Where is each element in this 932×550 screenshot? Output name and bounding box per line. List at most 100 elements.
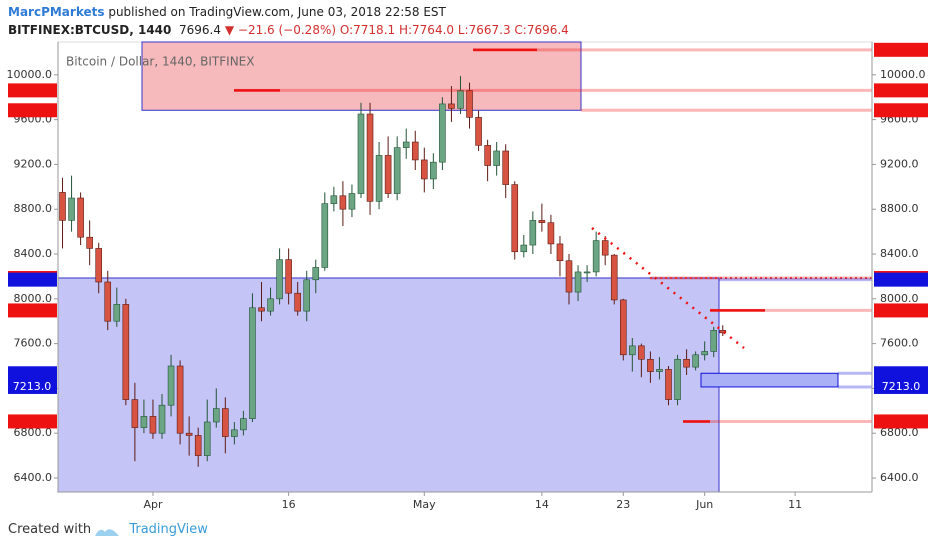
high: H:7764.0 (398, 23, 455, 37)
candle-body (140, 416, 148, 428)
candle-body (619, 299, 627, 356)
candle-body (104, 281, 112, 322)
y-tick-label: 9200.0 (880, 157, 919, 170)
candle-body (222, 408, 229, 437)
candle-body (357, 113, 365, 194)
demand-zone (57, 277, 720, 493)
candle-body (393, 147, 401, 194)
candle-body (122, 304, 130, 400)
candle-body (674, 358, 681, 400)
change: −21.6 (−0.28%) (237, 23, 337, 37)
candle-body (511, 184, 519, 253)
level-label: 7213.0 (13, 380, 52, 393)
candle-body (95, 248, 102, 283)
candle-body (330, 195, 338, 204)
level-label: 7213.0 (882, 380, 921, 393)
candle-body (529, 220, 537, 246)
y-tick-label: 8800.0 (14, 202, 53, 215)
candle-body (421, 159, 428, 180)
candle-body (484, 145, 491, 166)
candle-body (294, 292, 301, 312)
candle-body (149, 416, 157, 434)
candle-body (212, 408, 220, 423)
level-label-box (874, 83, 928, 98)
x-tick-label: 14 (535, 498, 549, 511)
candle-body (647, 358, 654, 372)
quote-line: BITFINEX:BTCUSD, 1440 7696.4 ▼ −21.6 (−0… (8, 21, 569, 39)
level-label-box (8, 272, 57, 287)
publish-line: MarcPMarkets published on TradingView.co… (8, 3, 569, 21)
brand[interactable]: TradingView (129, 522, 208, 537)
x-tick-label: 16 (282, 498, 296, 511)
candle-body (375, 155, 383, 202)
low: L:7667.3 (457, 23, 511, 37)
candle-body (520, 244, 528, 253)
candle-body (610, 254, 618, 301)
axes: 6400.06400.06800.06800.07200.07200.07600… (7, 42, 928, 511)
close: C:7696.4 (514, 23, 569, 37)
candle-body (194, 435, 202, 456)
candle-body (77, 197, 84, 238)
candle-body (131, 399, 139, 428)
y-tick-label: 8400.0 (880, 247, 919, 260)
candle-body (457, 90, 464, 109)
candle-body (176, 365, 184, 434)
candle-body (710, 330, 718, 352)
price: 7696.4 (179, 23, 222, 37)
level-label-box (8, 379, 57, 394)
candle-body (113, 304, 121, 322)
candle-body (538, 220, 546, 223)
brand-logo (95, 529, 119, 536)
published: published on TradingView.com, June 03, 2… (108, 5, 446, 19)
level-label-box (874, 366, 928, 381)
candle-body (411, 141, 419, 161)
y-tick-label: 6800.0 (880, 426, 919, 439)
target-zone (700, 372, 839, 388)
level-label-box (874, 303, 928, 318)
candle-body (86, 236, 93, 249)
x-tick-label: 11 (788, 498, 802, 511)
candle-body (656, 369, 663, 372)
candle-body (448, 103, 455, 109)
y-tick-label: 7600.0 (880, 337, 919, 350)
y-tick-label: 8800.0 (880, 202, 919, 215)
header: MarcPMarkets published on TradingView.co… (8, 3, 569, 39)
candle-body (267, 298, 274, 312)
candle-body (240, 418, 247, 431)
candle-body (502, 150, 509, 185)
y-tick-label: 6800.0 (14, 426, 53, 439)
level-label-box (8, 303, 57, 318)
candle-body (430, 161, 437, 180)
candle-body (683, 358, 690, 368)
level-label-box (8, 414, 57, 429)
candle-body (276, 259, 283, 300)
level-label-box (874, 414, 928, 429)
candle-body (583, 271, 591, 274)
candle-body (466, 90, 473, 118)
candle-body (556, 243, 564, 262)
candle-body (348, 193, 356, 210)
y-tick-label: 6400.0 (14, 471, 53, 484)
candle-body (665, 369, 672, 400)
level-label-box (8, 366, 57, 381)
candle-body (312, 267, 320, 281)
candle-body (303, 279, 311, 312)
x-tick-label: Jun (695, 498, 713, 511)
legend: Bitcoin / Dollar, 1440, BITFINEX (66, 55, 254, 69)
candle-body (68, 197, 75, 221)
candle-body (692, 354, 699, 368)
chart: 6400.06400.06800.06800.07200.07200.07600… (7, 41, 928, 511)
level-label-box (874, 103, 928, 118)
candle-body (258, 307, 265, 312)
y-tick-label: 10000.0 (7, 68, 53, 81)
x-tick-label: Apr (143, 498, 163, 511)
candle-body (167, 365, 175, 406)
level-label-box (874, 272, 928, 287)
candle-body (439, 103, 446, 163)
candle-body (638, 345, 645, 360)
candle-body (547, 222, 555, 245)
open: O:7718.1 (339, 23, 396, 37)
author[interactable]: MarcPMarkets (8, 5, 105, 19)
y-tick-label: 8000.0 (880, 292, 919, 305)
x-tick-label: 23 (616, 498, 630, 511)
